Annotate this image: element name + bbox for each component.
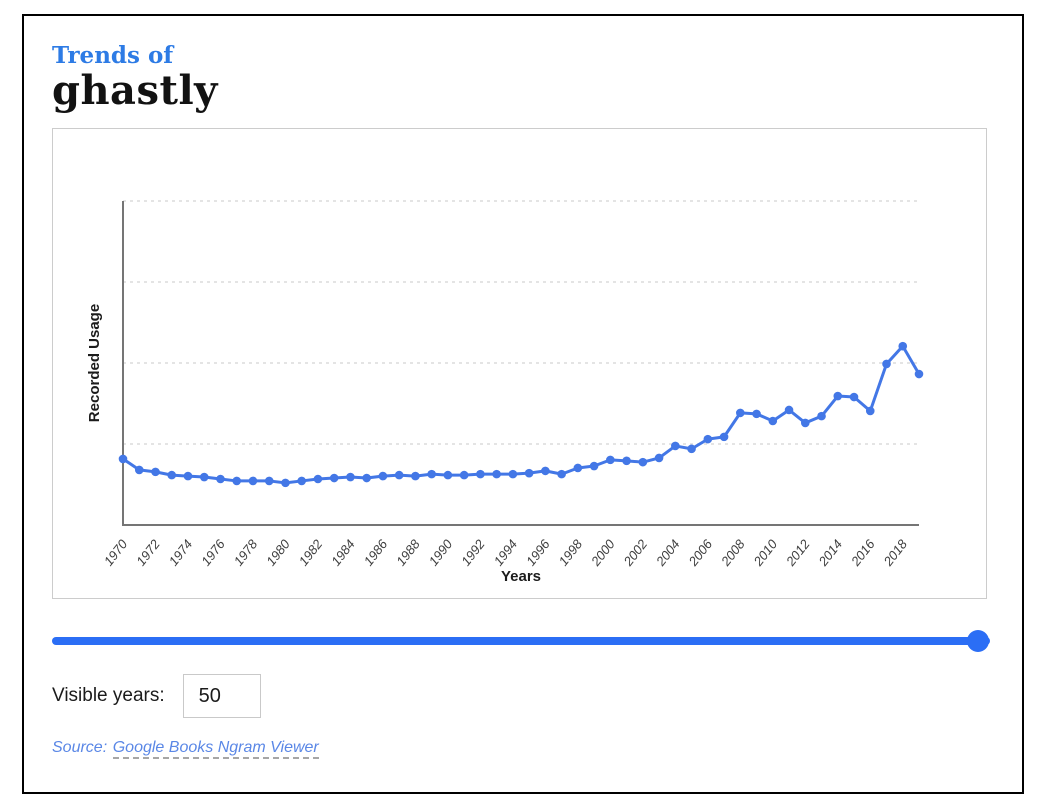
data-point	[752, 409, 761, 419]
x-tick-label: 1988	[393, 536, 423, 569]
data-point	[638, 457, 648, 467]
x-tick-label: 1970	[101, 536, 131, 569]
data-point	[378, 471, 388, 481]
data-point	[427, 469, 436, 479]
data-point	[232, 476, 242, 486]
data-point	[411, 471, 420, 481]
x-tick-label: 2000	[587, 536, 618, 569]
data-point	[183, 471, 193, 481]
data-point	[573, 463, 583, 473]
x-tick-label: 1992	[458, 536, 488, 569]
data-point	[865, 406, 875, 416]
x-tick-label: 2010	[750, 536, 781, 569]
x-tick-label: 1984	[328, 537, 358, 569]
x-tick-label: 2018	[880, 536, 911, 569]
data-point	[167, 470, 177, 480]
visible-years-label: Visible years:	[52, 685, 165, 706]
data-point	[248, 476, 258, 486]
data-point	[329, 473, 339, 483]
visible-years-input[interactable]	[182, 674, 261, 718]
page-frame: Trends of ghastly 1970 1972 1974 1976 1978 19…	[22, 14, 1024, 794]
x-tick-label: 1998	[556, 536, 586, 569]
x-tick-label: 1982	[296, 536, 326, 569]
data-point	[118, 454, 128, 464]
data-point	[281, 478, 290, 488]
data-point	[524, 468, 534, 478]
word-title: ghastly	[52, 67, 218, 114]
usage-trend-chart: 1970 1972 1974 1976 1978 1980 1982 1984 1986 1988…	[86, 200, 924, 585]
chart-card: 1970 1972 1974 1976 1978 1980 1982 1984 1986 1988…	[52, 128, 987, 599]
x-tick-label: 1986	[361, 536, 391, 569]
data-point	[817, 411, 826, 421]
x-tick-label: 2008	[717, 536, 748, 569]
data-point	[800, 418, 810, 428]
data-point	[443, 470, 453, 480]
data-point	[151, 467, 160, 477]
page-supertitle: Trends of	[52, 42, 174, 69]
data-point	[671, 441, 680, 451]
source-line: Source: Google Books Ngram Viewer	[52, 739, 1022, 759]
data-point	[297, 476, 306, 486]
visible-years-control: Visible years:	[52, 674, 1022, 718]
data-point	[882, 359, 891, 369]
x-tick-label: 1996	[523, 536, 553, 569]
data-point	[216, 474, 225, 484]
x-tick-label: 1978	[231, 536, 261, 569]
x-tick-label: 2004	[652, 537, 682, 570]
data-point	[589, 461, 599, 471]
data-point	[313, 474, 323, 484]
data-point	[459, 470, 469, 480]
data-point	[784, 405, 794, 415]
data-point	[849, 392, 859, 402]
visible-years-slider[interactable]	[52, 630, 990, 652]
data-point	[606, 455, 615, 465]
data-point	[687, 444, 696, 454]
x-tick-label: 1976	[198, 536, 228, 569]
data-point	[719, 432, 729, 442]
x-tick-label: 2016	[847, 536, 878, 569]
x-tick-label: 1972	[133, 536, 163, 569]
x-tick-label: 1974	[166, 537, 196, 569]
x-axis-title: Years	[501, 568, 541, 585]
data-point	[736, 408, 745, 418]
x-tick-label: 2006	[685, 536, 716, 569]
data-point	[703, 434, 713, 444]
source-link[interactable]: Google Books Ngram Viewer	[112, 739, 319, 759]
x-tick-label: 2002	[620, 536, 651, 569]
data-point	[833, 391, 843, 401]
x-tick-label: 2012	[782, 536, 813, 569]
x-tick-label: 1980	[263, 536, 293, 569]
x-tick-label: 1994	[491, 537, 521, 569]
data-point	[914, 369, 924, 379]
data-point	[898, 341, 908, 351]
data-point	[476, 469, 485, 479]
data-point	[508, 469, 518, 479]
data-point	[541, 466, 550, 476]
x-tick-label: 2014	[815, 537, 845, 570]
data-point	[654, 453, 664, 463]
y-axis-title: Recorded Usage	[86, 304, 103, 422]
page-content: Trends of ghastly 1970 1972 1974 1976 1978 19…	[24, 16, 1022, 759]
data-point	[394, 470, 404, 480]
trend-line	[121, 344, 921, 485]
data-point	[492, 469, 501, 479]
data-point	[346, 472, 355, 482]
x-tick-label: 1990	[426, 536, 456, 569]
data-point	[134, 465, 144, 475]
data-point	[199, 472, 209, 482]
data-point	[264, 476, 274, 486]
visible-years-slider-thumb[interactable]	[967, 630, 989, 652]
data-point	[768, 416, 778, 426]
data-point	[362, 473, 371, 483]
data-point	[557, 469, 566, 479]
source-prefix: Source:	[52, 739, 108, 756]
data-point	[622, 456, 631, 466]
